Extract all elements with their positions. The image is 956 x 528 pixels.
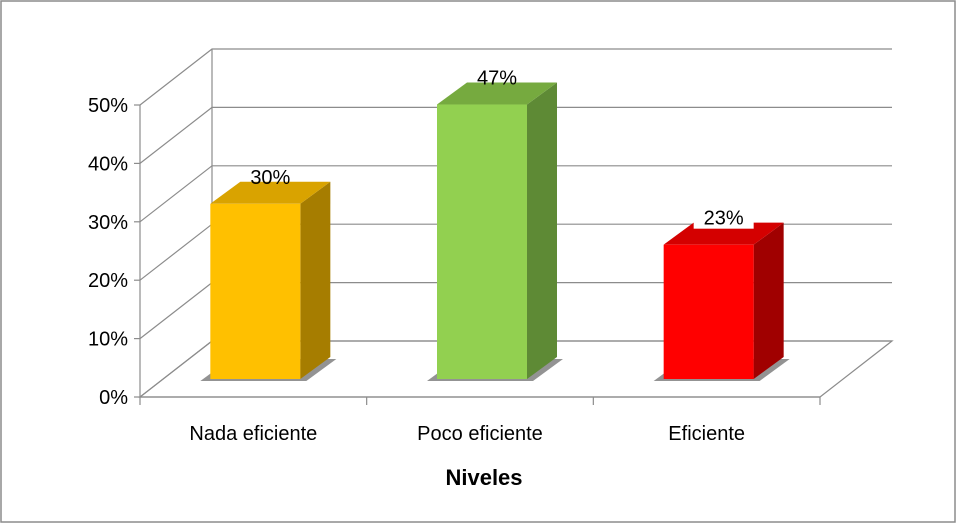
x-category-label: Poco eficiente: [417, 423, 543, 445]
data-label: 23%: [704, 208, 744, 230]
y-tick-label: 10%: [88, 329, 128, 351]
y-tick-label: 20%: [88, 270, 128, 292]
bars: [200, 82, 790, 381]
y-tick-labels: 0% 10% 20% 30% 40% 50%: [88, 95, 128, 409]
bar-2: [427, 82, 563, 381]
bar-side: [753, 222, 784, 379]
y-tick-label: 50%: [88, 95, 128, 117]
bar-1: [200, 181, 337, 381]
axes: [134, 104, 821, 405]
bar-side: [527, 82, 557, 380]
x-category-label: Nada eficiente: [189, 423, 317, 445]
data-labels: 30% 47% 23%: [250, 68, 754, 230]
x-axis-title: Niveles: [445, 465, 522, 490]
y-tick-label: 30%: [88, 212, 128, 234]
x-category-label: Eficiente: [668, 423, 745, 445]
data-label: 47%: [477, 68, 517, 90]
bar-front: [210, 203, 301, 379]
data-label-background: [693, 204, 754, 229]
data-label: 30%: [250, 167, 290, 189]
bar-side: [300, 181, 331, 379]
bar-front: [437, 104, 527, 380]
x-tick-labels: Nada eficiente Poco eficiente Eficiente: [189, 423, 745, 445]
bar-front: [663, 244, 754, 379]
bar-top: [210, 181, 331, 204]
bar-3: [653, 222, 790, 381]
bar-top: [437, 82, 557, 105]
y-tick-label: 40%: [88, 153, 128, 175]
y-tick-label: 0%: [99, 387, 128, 409]
